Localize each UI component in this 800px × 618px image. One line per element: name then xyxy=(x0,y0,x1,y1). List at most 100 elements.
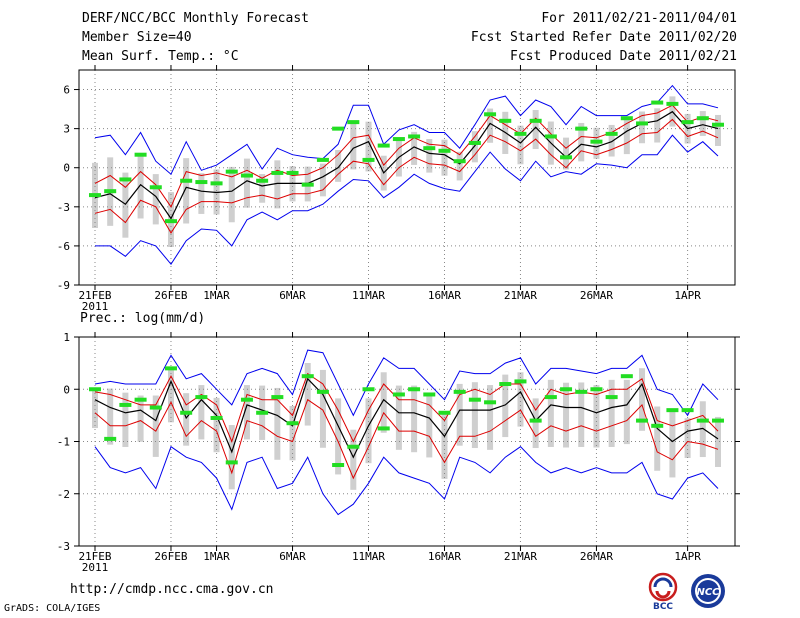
member-marker xyxy=(605,131,618,136)
spread-bar xyxy=(228,166,235,223)
spread-bar xyxy=(532,110,539,150)
member-marker xyxy=(499,118,512,123)
member-marker xyxy=(347,120,360,125)
spread-bar xyxy=(532,398,539,449)
y-tick-label: -1 xyxy=(57,436,70,449)
x-tick-label: 21FEB xyxy=(78,289,111,302)
spread-bar xyxy=(563,137,570,170)
member-marker xyxy=(256,178,269,183)
bcc-logo: BCC xyxy=(648,572,678,611)
spread-bar xyxy=(183,393,190,446)
spread-bar xyxy=(259,174,266,203)
x-tick-label: 6MAR xyxy=(279,289,306,302)
member-marker xyxy=(347,444,360,449)
member-marker xyxy=(210,181,223,186)
member-marker xyxy=(651,100,664,105)
x-tick-label: 21MAR xyxy=(504,550,537,563)
spread-bar xyxy=(517,125,524,165)
member-marker xyxy=(696,116,709,121)
x-tick-sublabel: 2011 xyxy=(82,300,109,313)
member-marker xyxy=(620,116,633,121)
y-tick-label: 0 xyxy=(63,383,70,396)
member-marker xyxy=(514,379,527,384)
grads-credit: GrADS: COLA/IGES xyxy=(4,603,101,614)
member-marker xyxy=(575,389,588,394)
header-right: For 2011/02/21-2011/04/01 Fcst Started R… xyxy=(471,9,737,66)
member-marker xyxy=(225,169,238,174)
spread-bar xyxy=(715,416,721,467)
x-tick-label: 26FEB xyxy=(154,550,187,563)
member-marker xyxy=(560,155,573,160)
series-median-line xyxy=(94,110,719,220)
member-marker xyxy=(210,415,223,420)
spread-bar xyxy=(426,395,433,458)
spread-bar xyxy=(243,158,250,208)
member-marker xyxy=(104,189,117,194)
member-marker xyxy=(605,395,618,400)
spread-bar xyxy=(152,395,159,457)
spread-bar xyxy=(684,418,691,458)
forecast-produced-date: Fcst Produced Date 2011/02/21 xyxy=(510,49,737,64)
spread-bar xyxy=(319,163,326,197)
member-marker xyxy=(408,134,421,139)
spread-bar xyxy=(471,382,478,449)
spread-bar xyxy=(319,369,326,448)
member-marker xyxy=(438,410,451,415)
spread-bar xyxy=(502,374,509,438)
member-marker xyxy=(620,374,633,379)
source-url[interactable]: http://cmdp.ncc.cma.gov.cn xyxy=(70,582,274,597)
member-marker xyxy=(332,126,345,131)
member-marker xyxy=(499,382,512,387)
spread-bar xyxy=(471,131,478,163)
spread-bar xyxy=(198,385,205,440)
x-tick-label: 21FEB xyxy=(78,550,111,563)
member-marker xyxy=(362,387,375,392)
y-tick-label: 0 xyxy=(63,162,70,175)
spread-bar xyxy=(395,385,402,450)
spread-bar xyxy=(426,138,433,173)
member-marker xyxy=(468,397,481,402)
spread-bar xyxy=(639,368,646,431)
chart-title: DERF/NCC/BCC Monthly Forecast xyxy=(82,11,309,26)
forecast-started-date: Fcst Started Refer Date 2011/02/20 xyxy=(470,30,737,45)
x-tick-label: 26MAR xyxy=(580,289,613,302)
member-marker xyxy=(560,387,573,392)
member-marker xyxy=(195,395,208,400)
member-marker xyxy=(240,397,253,402)
x-tick-label: 26FEB xyxy=(154,289,187,302)
y-tick-label: -9 xyxy=(57,279,70,292)
spread-bar xyxy=(167,366,174,423)
member-marker xyxy=(134,397,147,402)
member-marker xyxy=(149,405,162,410)
spread-bar xyxy=(228,425,235,490)
spread-bar xyxy=(122,392,129,447)
member-marker xyxy=(666,101,679,106)
x-tick-label: 1APR xyxy=(674,289,701,302)
spread-bar xyxy=(593,385,600,448)
member-marker xyxy=(423,392,436,397)
member-marker xyxy=(134,152,147,157)
member-marker xyxy=(544,134,557,139)
spread-bar xyxy=(608,124,615,157)
x-tick-label: 1MAR xyxy=(203,550,230,563)
x-tick-label: 21MAR xyxy=(504,289,537,302)
spread-bar xyxy=(578,382,585,447)
spread-bar xyxy=(456,383,463,446)
member-marker xyxy=(590,139,603,144)
spread-bar xyxy=(639,111,646,144)
member-marker xyxy=(286,170,299,175)
member-marker xyxy=(89,387,101,392)
spread-bar xyxy=(350,123,357,170)
member-marker xyxy=(681,120,694,125)
y-tick-label: -3 xyxy=(57,201,70,214)
member-marker xyxy=(484,400,497,405)
spread-bar xyxy=(699,401,706,458)
member-marker xyxy=(271,170,284,175)
spread-bar xyxy=(335,150,342,182)
member-marker xyxy=(453,159,466,164)
plot-frame xyxy=(78,69,736,286)
spread-bar xyxy=(137,154,144,219)
member-marker xyxy=(149,185,162,190)
top-panel-variable: Mean Surf. Temp.: °C xyxy=(82,49,239,64)
